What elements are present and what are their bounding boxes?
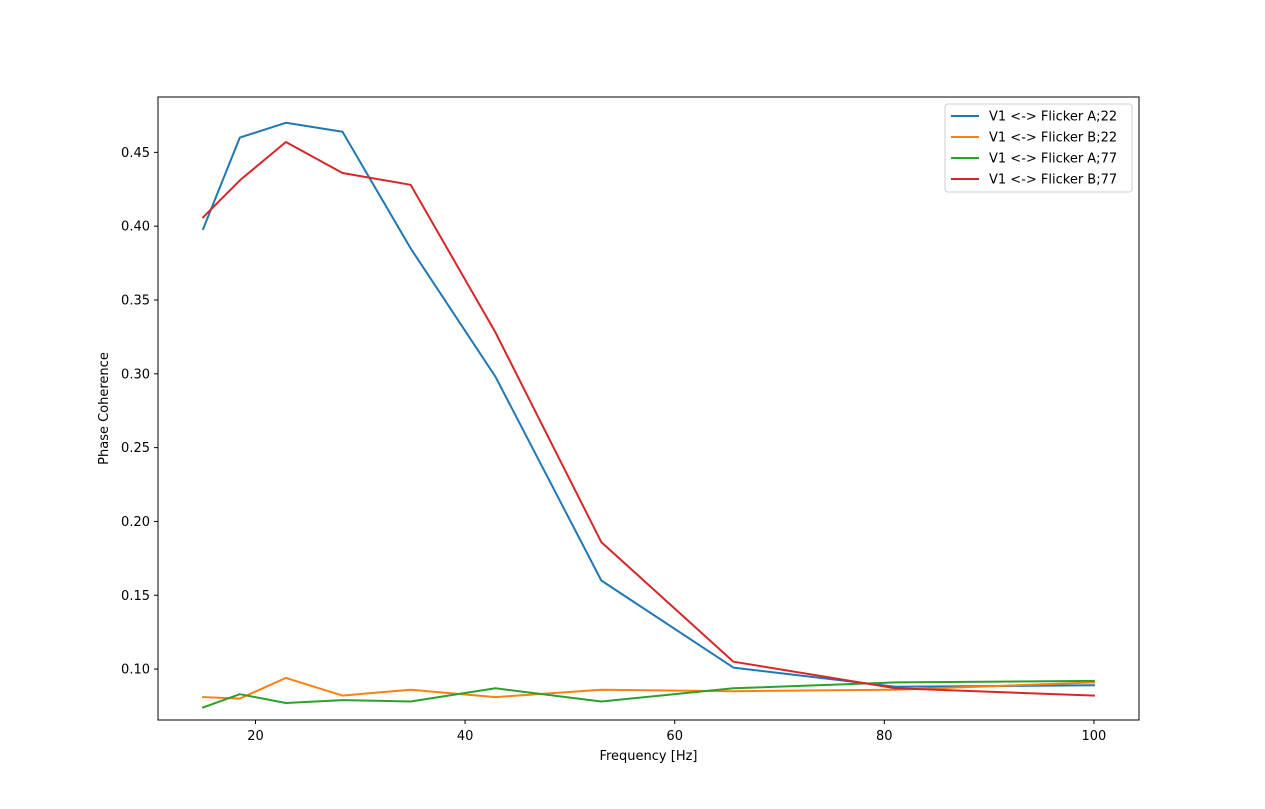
series-line-1 [201,121,1095,688]
x-tick-label: 40 [457,729,474,744]
legend-entry: V1 <-> Flicker B;77 [989,173,1117,188]
legend-entry: V1 <-> Flicker A;22 [989,110,1117,125]
series-line-2 [202,676,1095,700]
x-tick-label: 20 [247,729,264,744]
x-tick-label: 100 [1082,729,1107,744]
series-layer [201,121,1095,709]
y-axis-label: Phase Coherence [97,352,112,465]
legend-entry: V1 <-> Flicker A;77 [989,152,1117,167]
x-axis: 20 40 60 80 100 [247,720,1106,744]
y-tick-label: 0.45 [121,146,150,161]
series-line-4 [201,141,1095,697]
y-tick-label: 0.40 [121,220,150,235]
plot-frame [157,96,1140,721]
y-axis: 0.10 0.15 0.20 0.25 0.30 0.35 0.40 0.45 [121,146,158,678]
x-axis-label: Frequency [Hz] [599,749,697,764]
legend-entry: V1 <-> Flicker B;22 [989,131,1117,146]
y-tick-label: 0.30 [121,367,150,382]
legend-box [944,103,1133,193]
y-tick-label: 0.10 [121,663,150,678]
x-tick-label: 60 [666,729,683,744]
y-tick-label: 0.35 [121,293,150,308]
x-tick-label: 80 [876,729,893,744]
y-tick-label: 0.20 [121,515,150,530]
legend: V1 <-> Flicker A;22 V1 <-> Flicker B;22 V1… [944,103,1133,193]
y-tick-label: 0.15 [121,589,150,604]
y-tick-label: 0.25 [121,441,150,456]
series-line-3 [201,679,1095,709]
